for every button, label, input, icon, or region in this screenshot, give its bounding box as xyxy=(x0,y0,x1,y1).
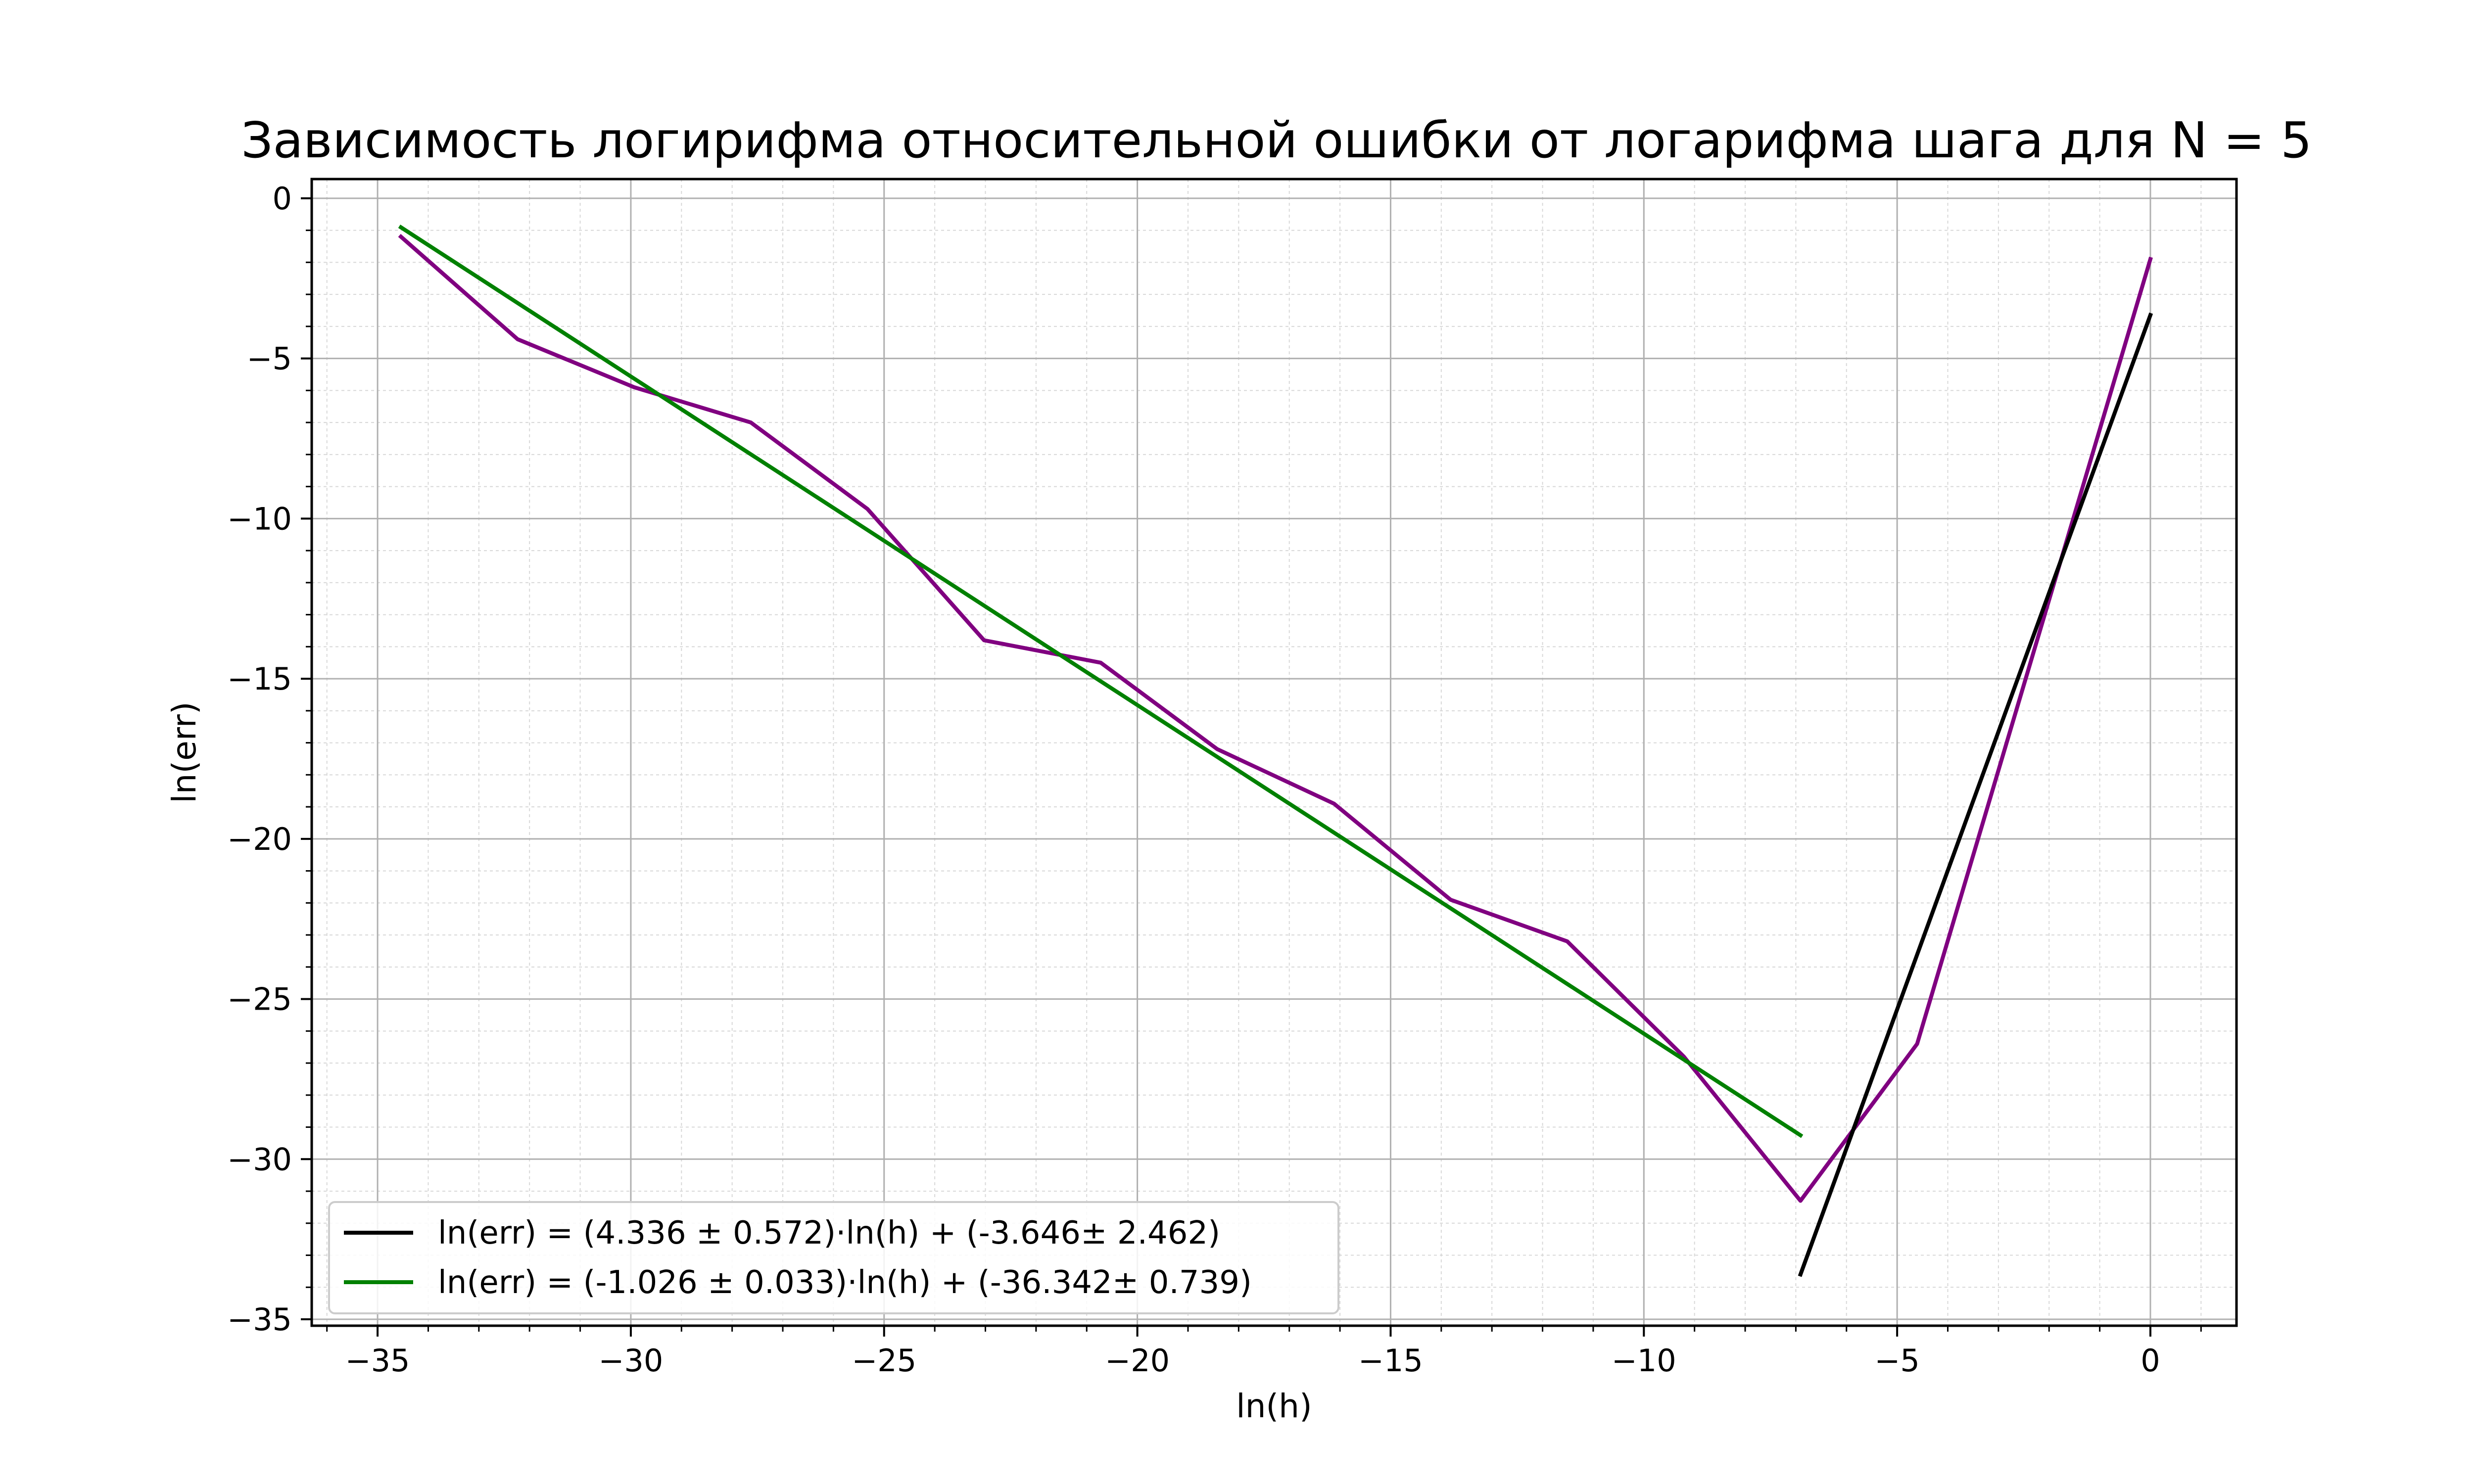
y-axis-ticks: 0 −5 −10 −15 −20 −25 −30 −35 xyxy=(227,181,312,1338)
x-axis-label: ln(h) xyxy=(1236,1387,1312,1425)
x-tick-label: −20 xyxy=(1105,1343,1170,1379)
y-tick-label: −10 xyxy=(227,501,292,537)
series-layer xyxy=(398,224,2153,1277)
y-tick-label: −25 xyxy=(227,981,292,1018)
plot-frame xyxy=(310,178,2238,1327)
series-line-0 xyxy=(1798,312,2153,1277)
y-tick-label: −15 xyxy=(227,661,292,697)
minor-grid xyxy=(312,179,2236,1326)
y-tick-label: −5 xyxy=(247,341,292,377)
y-axis-label: ln(err) xyxy=(165,701,203,803)
legend: ln(err) = (4.336 ± 0.572)·ln(h) + (-3.64… xyxy=(328,1201,1339,1314)
x-tick-label: −35 xyxy=(345,1343,410,1379)
legend-box xyxy=(328,1201,1339,1314)
series-line-1 xyxy=(398,224,1804,1138)
x-tick-label: −10 xyxy=(1612,1343,1676,1379)
y-tick-label: −35 xyxy=(227,1301,292,1338)
x-tick-label: −15 xyxy=(1358,1343,1423,1379)
legend-entry-label: ln(err) = (4.336 ± 0.572)·ln(h) + (-3.64… xyxy=(438,1215,1220,1252)
y-tick-label: −20 xyxy=(227,821,292,857)
chart-title: Зависимость логирифма относительной ошиб… xyxy=(241,111,2312,169)
major-grid xyxy=(312,179,2236,1326)
y-tick-label: 0 xyxy=(273,181,292,217)
x-tick-label: −30 xyxy=(598,1343,663,1379)
x-tick-label: −25 xyxy=(852,1343,916,1379)
legend-entry-label: ln(err) = (-1.026 ± 0.033)·ln(h) + (-36.… xyxy=(438,1264,1252,1301)
x-tick-label: −5 xyxy=(1874,1343,1919,1379)
x-axis-ticks: −35 −30 −25 −20 −15 −10 −5 0 xyxy=(326,1326,2202,1379)
y-tick-label: −30 xyxy=(227,1141,292,1177)
x-tick-label: 0 xyxy=(2141,1343,2160,1379)
